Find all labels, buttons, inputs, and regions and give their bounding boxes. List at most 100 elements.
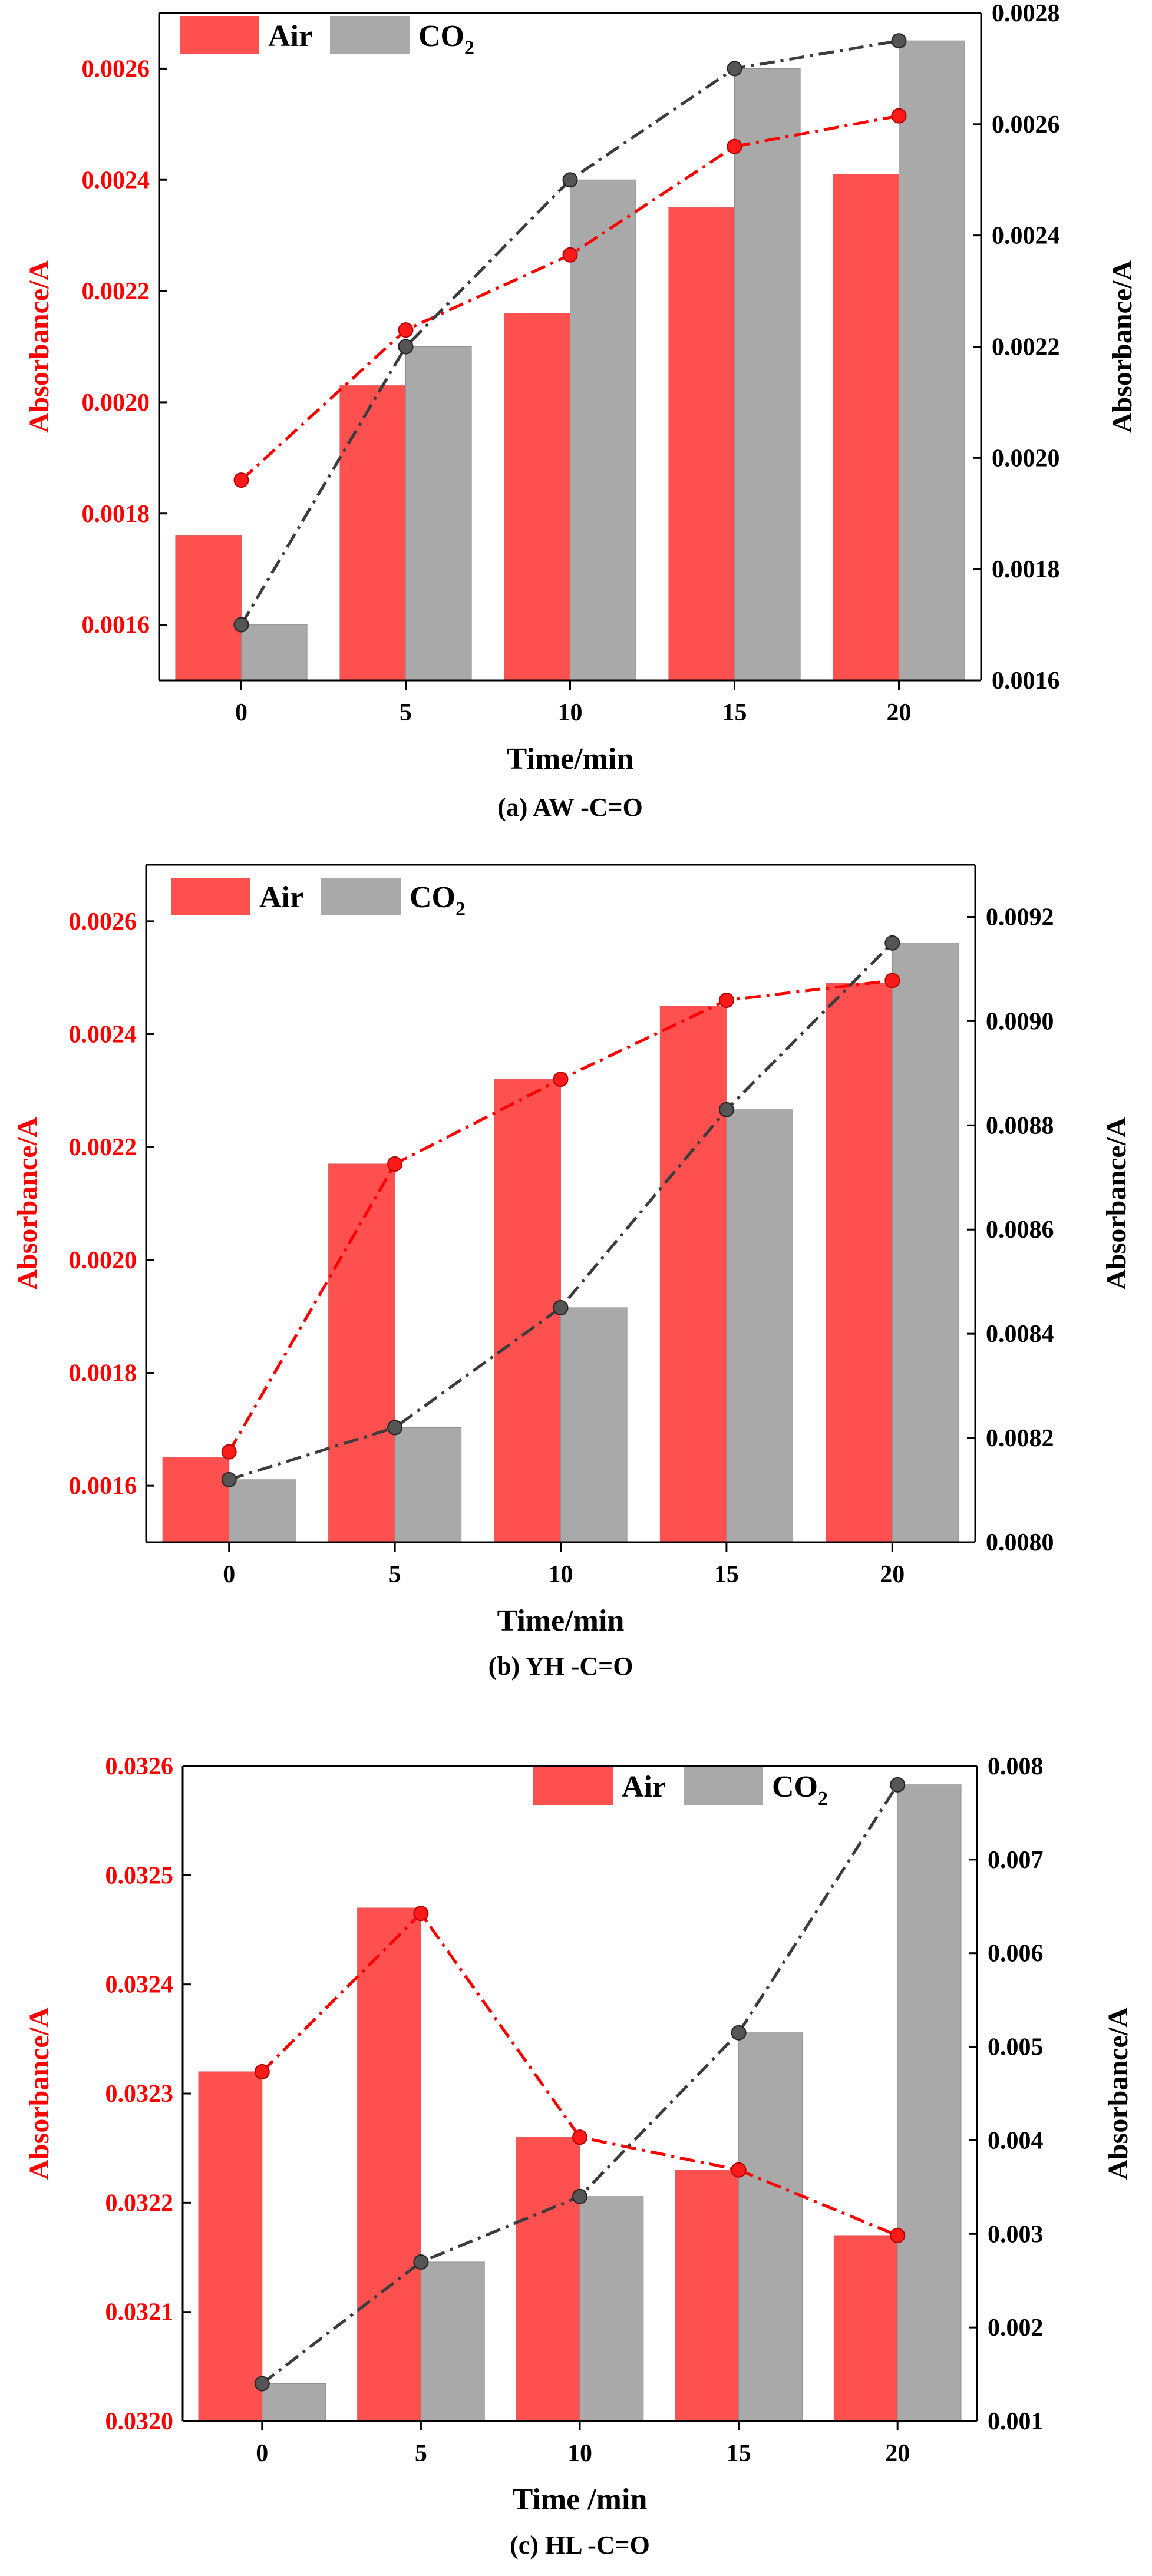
- legend-air-swatch: [171, 878, 250, 915]
- point-air-5: [398, 322, 414, 338]
- left-tick-label: 0.0326: [105, 1753, 174, 1780]
- point-co2-20: [884, 935, 900, 951]
- right-tick-label: 0.0090: [986, 1008, 1054, 1035]
- point-co2-15: [718, 1102, 734, 1117]
- line-co2: [240, 39, 899, 626]
- point-air-15: [727, 138, 742, 154]
- legend-air-swatch: [180, 16, 259, 54]
- x-tick-label: 10: [567, 2440, 592, 2467]
- right-tick-label: 0.008: [988, 1753, 1044, 1780]
- bar-co2-15: [738, 2032, 803, 2422]
- right-tick-label: 0.0024: [992, 223, 1060, 250]
- legend: Air CO2: [180, 16, 474, 59]
- point-air-0: [233, 472, 249, 488]
- point-air-10: [562, 247, 578, 263]
- legend-air-label: Air: [259, 881, 303, 914]
- point-co2-5: [413, 2254, 429, 2270]
- y-axis-title-right: Absorbance/A: [1107, 260, 1138, 433]
- bar-air-0: [162, 1457, 230, 1543]
- bar-air-0: [198, 2071, 263, 2422]
- x-tick-label: 5: [389, 1561, 401, 1588]
- point-air-20: [884, 973, 900, 988]
- right-tick-label: 0.0020: [992, 445, 1060, 472]
- point-air-20: [890, 2227, 906, 2243]
- bar-co2-15: [734, 68, 801, 681]
- x-axis-title: Time /min: [513, 2483, 648, 2517]
- chart-caption: (b) YH -C=O: [488, 1652, 633, 1681]
- bar-air-20: [833, 174, 900, 681]
- legend-co2-label: CO2: [418, 19, 474, 59]
- left-tick-label: 0.0324: [105, 1972, 174, 1999]
- left-tick-label: 0.0321: [105, 2299, 174, 2326]
- left-tick-label: 0.0024: [69, 1021, 137, 1049]
- y-axis-title-right: Absorbance/A: [1101, 1117, 1132, 1290]
- point-co2-0: [233, 617, 249, 633]
- bar-co2-15: [726, 1109, 793, 1543]
- bar-co2-5: [420, 2261, 485, 2422]
- bar-air-15: [675, 2170, 740, 2422]
- bar-co2-10: [570, 179, 636, 681]
- left-tick-label: 0.0016: [82, 612, 150, 639]
- right-tick-label: 0.0022: [992, 334, 1060, 361]
- left-tick-label: 0.0018: [69, 1360, 137, 1387]
- left-tick-label: 0.0024: [82, 167, 150, 194]
- left-tick-label: 0.0026: [69, 908, 137, 935]
- point-air-5: [387, 1156, 403, 1172]
- chart-b: 0.0016 0.0018 0.0020 0.0022 0.0024 0.0026 0.00…: [12, 864, 1132, 1681]
- right-tick-label: 0.001: [988, 2408, 1044, 2435]
- bar-co2-20: [897, 1784, 962, 2422]
- bar-co2-5: [405, 346, 472, 681]
- point-air-10: [572, 2129, 587, 2145]
- point-co2-15: [727, 61, 742, 77]
- right-tick-label: 0.007: [988, 1847, 1044, 1874]
- left-tick-label: 0.0022: [82, 278, 150, 305]
- right-tick-label: 0.0088: [986, 1112, 1054, 1139]
- x-tick-label: 10: [549, 1561, 573, 1588]
- bar-air-5: [357, 1907, 421, 2422]
- x-tick-label: 15: [722, 699, 747, 726]
- left-tick-label: 0.0322: [105, 2190, 174, 2217]
- right-tick-label: 0.0084: [986, 1321, 1054, 1348]
- point-air-5: [413, 1906, 429, 1922]
- right-tick-label: 0.0092: [986, 904, 1054, 931]
- point-co2-5: [398, 339, 414, 355]
- point-air-15: [718, 993, 734, 1008]
- right-tick-label: 0.0028: [992, 0, 1060, 27]
- bar-co2-0: [229, 1479, 296, 1543]
- bar-air-5: [339, 385, 407, 681]
- x-tick-label: 0: [223, 1561, 235, 1588]
- point-co2-20: [890, 1777, 906, 1793]
- right-tick-label: 0.004: [988, 2127, 1044, 2154]
- chart-c: 0.0320 0.0321 0.0322 0.0323 0.0324 0.0325 0.03…: [24, 1753, 1134, 2560]
- bar-air-20: [833, 2235, 898, 2422]
- point-air-0: [254, 2064, 270, 2079]
- bar-air-15: [668, 207, 735, 681]
- y-axis-title-left: Absorbance/A: [24, 2007, 55, 2180]
- point-co2-10: [572, 2188, 587, 2204]
- bar-air-20: [826, 983, 893, 1543]
- legend-air-label: Air: [622, 1770, 666, 1804]
- right-tick-label: 0.003: [988, 2221, 1044, 2248]
- point-co2-0: [221, 1471, 237, 1487]
- point-co2-0: [254, 2376, 270, 2392]
- x-tick-label: 0: [256, 2440, 268, 2467]
- bar-air-0: [175, 535, 242, 681]
- x-tick-label: 5: [415, 2440, 427, 2467]
- x-tick-label: 20: [880, 1561, 905, 1588]
- legend-co2-swatch: [321, 878, 401, 915]
- bar-co2-10: [560, 1307, 628, 1543]
- point-air-15: [731, 2162, 747, 2178]
- point-co2-15: [731, 2025, 747, 2041]
- right-tick-label: 0.002: [988, 2314, 1044, 2342]
- x-axis-title: Time/min: [507, 742, 634, 776]
- left-tick-label: 0.0325: [105, 1862, 174, 1889]
- right-tick-label: 0.006: [988, 1940, 1044, 1967]
- x-axis-title: Time/min: [497, 1604, 625, 1638]
- right-tick-label: 0.0026: [992, 111, 1060, 138]
- right-tick-label: 0.005: [988, 2034, 1044, 2061]
- point-co2-10: [553, 1299, 569, 1315]
- x-tick-label: 5: [400, 699, 412, 726]
- chart-a: 0.0016 0.0018 0.0020 0.0022 0.0024 0.0026 0.00…: [24, 0, 1138, 822]
- right-tick-label: 0.0082: [986, 1425, 1054, 1452]
- y-axis-title-right: Absorbance/A: [1103, 2007, 1134, 2180]
